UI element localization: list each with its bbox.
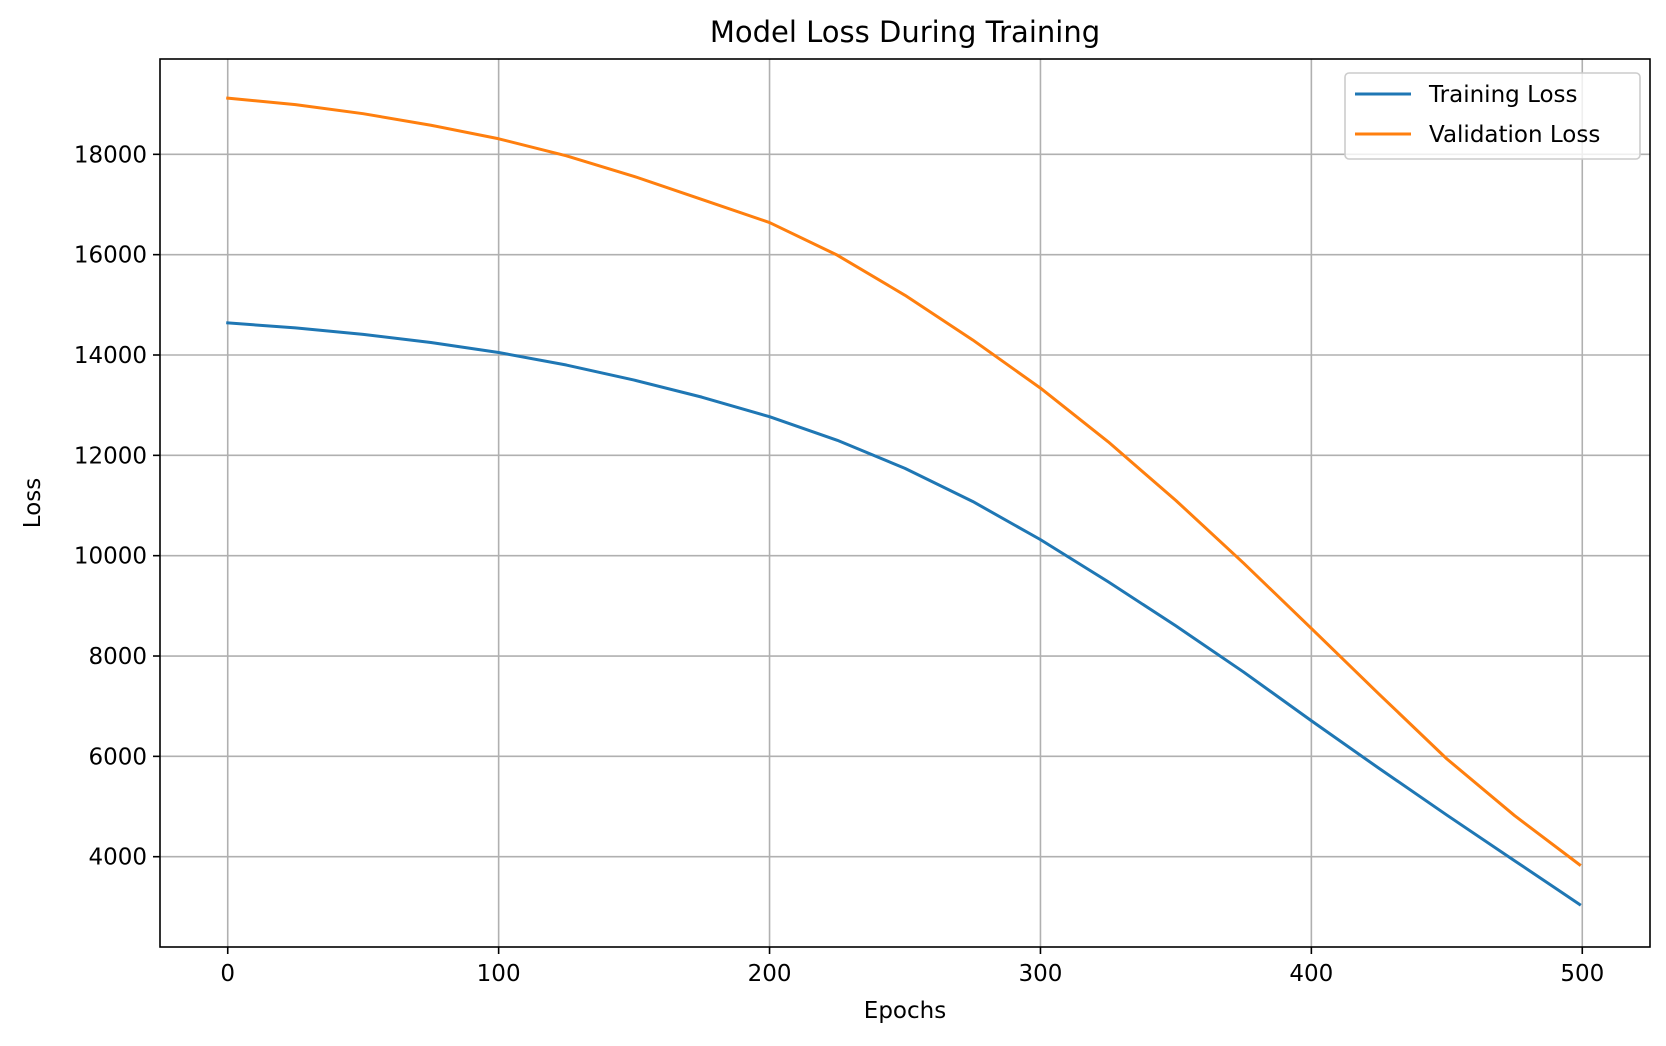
x-tick-label: 400 [1289, 961, 1333, 987]
y-tick-label: 6000 [88, 744, 147, 770]
y-tick-label: 14000 [74, 343, 147, 369]
legend-box [1344, 72, 1641, 160]
y-axis: 4000 6000 8000 10000 12000 14000 16000 18000 [74, 142, 160, 871]
x-tick-label: 300 [1019, 961, 1063, 987]
legend-label: Training Loss [1428, 82, 1578, 108]
series-lines [226, 96, 1582, 907]
x-tick-label: 200 [748, 961, 792, 987]
x-tick-label: 0 [220, 961, 235, 987]
x-axis: 0 100 200 300 400 500 [220, 947, 1604, 987]
grid-lines [160, 59, 1650, 947]
y-axis-title: Loss [20, 478, 46, 528]
legend-label: Validation Loss [1429, 122, 1600, 148]
chart-title: Model Loss During Training [710, 15, 1100, 49]
x-axis-title: Epochs [864, 998, 946, 1024]
series-line-validation-loss [226, 96, 1582, 867]
y-tick-label: 12000 [74, 443, 147, 469]
y-tick-label: 8000 [88, 644, 147, 670]
y-tick-label: 4000 [88, 845, 147, 871]
x-tick-label: 100 [477, 961, 521, 987]
legend: Training Loss Validation Loss [1344, 72, 1641, 160]
y-tick-label: 18000 [74, 142, 147, 168]
y-tick-label: 16000 [74, 243, 147, 269]
y-tick-label: 10000 [74, 544, 147, 570]
x-tick-label: 500 [1560, 961, 1604, 987]
plot-area-frame [159, 58, 1651, 948]
series-line-training-loss [226, 321, 1582, 907]
